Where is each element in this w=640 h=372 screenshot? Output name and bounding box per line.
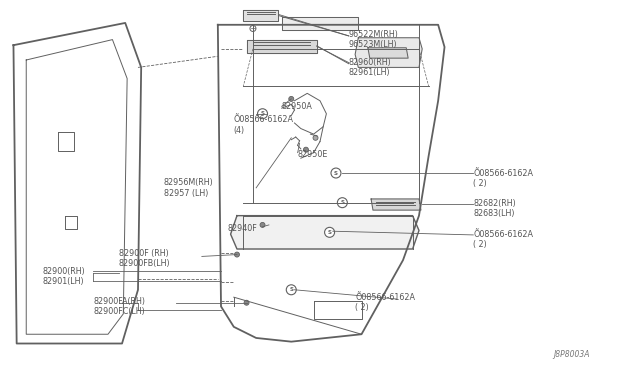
- Text: 82950E: 82950E: [298, 150, 328, 159]
- Polygon shape: [282, 17, 358, 31]
- Circle shape: [331, 168, 341, 178]
- Circle shape: [286, 285, 296, 295]
- Circle shape: [289, 96, 294, 102]
- Text: 82950A: 82950A: [282, 102, 312, 111]
- Polygon shape: [355, 38, 422, 67]
- Text: 82682(RH)
82683(LH): 82682(RH) 82683(LH): [473, 199, 516, 218]
- Circle shape: [303, 147, 308, 152]
- Text: S: S: [340, 200, 344, 205]
- Text: 82956M(RH)
82957 (LH): 82956M(RH) 82957 (LH): [164, 178, 213, 198]
- Text: 96522M(RH)
96523M(LH): 96522M(RH) 96523M(LH): [349, 30, 399, 49]
- Text: S: S: [289, 287, 293, 292]
- Text: S: S: [334, 170, 338, 176]
- Text: Õ08566-6162A
( 2): Õ08566-6162A ( 2): [473, 230, 533, 250]
- Text: J8P8003A: J8P8003A: [553, 350, 589, 359]
- Text: 82960(RH)
82961(LH): 82960(RH) 82961(LH): [349, 58, 392, 77]
- Circle shape: [250, 26, 256, 32]
- Circle shape: [234, 252, 239, 257]
- Text: S: S: [328, 230, 332, 235]
- Text: Õ08566-6162A
( 2): Õ08566-6162A ( 2): [473, 169, 533, 188]
- Circle shape: [260, 222, 265, 227]
- Circle shape: [313, 135, 318, 140]
- Text: Õ08566-6162A
(4): Õ08566-6162A (4): [234, 115, 294, 135]
- Text: Õ08566-6162A
( 2): Õ08566-6162A ( 2): [355, 293, 415, 312]
- Polygon shape: [368, 48, 408, 58]
- Polygon shape: [371, 199, 421, 210]
- Polygon shape: [246, 39, 317, 52]
- Circle shape: [337, 198, 348, 208]
- Text: 82900F (RH)
82900FB(LH): 82900F (RH) 82900FB(LH): [119, 248, 170, 268]
- Text: 82940F: 82940F: [227, 224, 257, 233]
- Polygon shape: [243, 10, 278, 21]
- Circle shape: [244, 300, 249, 305]
- Text: S: S: [260, 111, 264, 116]
- Text: 82900(RH)
82901(LH): 82900(RH) 82901(LH): [42, 267, 85, 286]
- Circle shape: [257, 109, 268, 119]
- Circle shape: [324, 227, 335, 237]
- Text: 82900FA(RH)
82900FC(LH): 82900FA(RH) 82900FC(LH): [93, 297, 145, 316]
- Polygon shape: [230, 216, 419, 249]
